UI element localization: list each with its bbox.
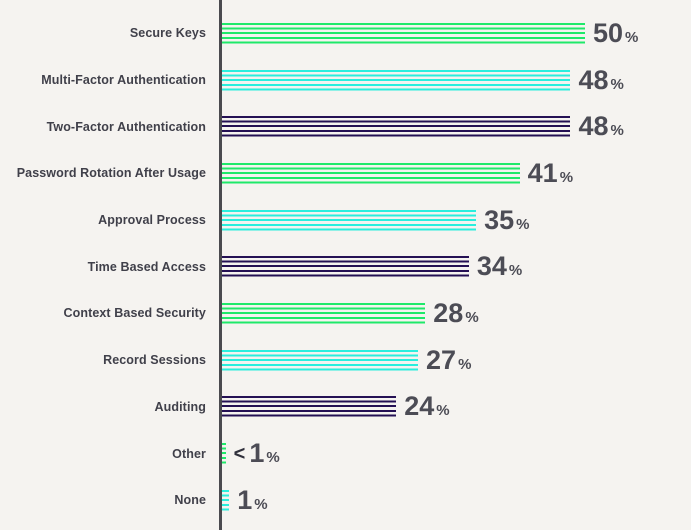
bar-area: 1% xyxy=(222,477,268,524)
value-number: 41 xyxy=(527,157,558,188)
category-label: Auditing xyxy=(154,399,206,414)
value-label: 48% xyxy=(578,64,624,95)
value-label: 50% xyxy=(593,17,639,48)
value-number: 34 xyxy=(476,251,507,282)
value-label: 24% xyxy=(404,393,449,420)
chart-row: Multi-Factor Authentication 48% xyxy=(0,57,691,104)
bar-area: 24% xyxy=(222,384,450,431)
bar xyxy=(222,443,226,465)
value-number: 48 xyxy=(578,111,609,142)
chart-row: Password Rotation After Usage 41% xyxy=(0,150,691,197)
value-number: 1 xyxy=(237,484,253,515)
chart-row: Other <1% xyxy=(0,430,691,477)
value-label: 35% xyxy=(484,204,530,235)
value-number: 27 xyxy=(426,344,457,375)
bar xyxy=(222,22,585,44)
bar-area: 48% xyxy=(222,57,624,104)
percent-sign: % xyxy=(458,355,472,373)
percent-sign: % xyxy=(508,262,523,280)
bar-area: 34% xyxy=(222,243,522,290)
chart-row: None 1% xyxy=(0,477,691,524)
bar xyxy=(222,69,571,91)
percent-sign: % xyxy=(436,402,450,420)
bar-area: 27% xyxy=(222,337,471,384)
chart-row: Secure Keys 50% xyxy=(0,10,691,57)
percent-sign: % xyxy=(610,122,624,140)
chart-row: Record Sessions 27% xyxy=(0,337,691,384)
value-number: 48 xyxy=(578,64,609,95)
bar-area: 28% xyxy=(222,290,479,337)
category-label: Approval Process xyxy=(98,213,206,228)
bar xyxy=(222,256,469,278)
percent-sign: % xyxy=(610,75,624,93)
chart-row: Two-Factor Authentication 48% xyxy=(0,103,691,150)
category-label: Secure Keys xyxy=(129,26,206,41)
bar-area: 50% xyxy=(222,10,638,57)
value-number: 24 xyxy=(404,391,435,422)
bar xyxy=(222,302,426,324)
percent-sign: % xyxy=(516,215,530,233)
category-label: Multi-Factor Authentication xyxy=(41,73,206,88)
value-label: 27% xyxy=(426,344,472,375)
value-number: 50 xyxy=(593,17,624,48)
bar-area: 41% xyxy=(222,150,573,197)
percent-sign: % xyxy=(625,28,639,46)
chart-rows: Secure Keys 50% Multi-Factor Authenticat… xyxy=(0,10,691,524)
bar-area: 48% xyxy=(222,103,624,150)
chart-row: Time Based Access 34% xyxy=(0,243,691,290)
category-label: Record Sessions xyxy=(103,353,206,368)
value-label: 41% xyxy=(527,157,574,188)
percent-sign: % xyxy=(266,449,280,467)
value-label: 28% xyxy=(433,297,479,328)
bar-area: <1% xyxy=(222,430,280,477)
category-label: Context Based Security xyxy=(63,306,206,321)
percent-sign: % xyxy=(254,495,268,513)
y-axis-line xyxy=(219,0,222,530)
chart-row: Context Based Security 28% xyxy=(0,290,691,337)
category-label: Time Based Access xyxy=(87,259,206,274)
percent-sign: % xyxy=(559,168,574,186)
bar xyxy=(222,162,520,184)
category-label: Other xyxy=(172,446,206,461)
bar xyxy=(222,489,230,511)
value-label: 48% xyxy=(578,113,623,140)
category-label: None xyxy=(174,493,206,508)
bar-area: 35% xyxy=(222,197,529,244)
bar xyxy=(222,349,419,371)
percent-sign: % xyxy=(465,308,479,326)
value-number: 35 xyxy=(484,204,515,235)
chart-row: Auditing 24% xyxy=(0,384,691,431)
bar xyxy=(222,209,477,231)
bar xyxy=(222,396,397,418)
value-label: <1% xyxy=(234,440,280,467)
chart-row: Approval Process 35% xyxy=(0,197,691,244)
less-than-sign: < xyxy=(233,443,246,466)
value-label: 1% xyxy=(237,484,268,515)
value-label: 34% xyxy=(477,253,522,280)
bar xyxy=(222,116,571,138)
value-number: 28 xyxy=(433,297,464,328)
category-label: Password Rotation After Usage xyxy=(16,166,206,181)
category-label: Two-Factor Authentication xyxy=(46,119,206,134)
value-number: 1 xyxy=(249,438,265,469)
